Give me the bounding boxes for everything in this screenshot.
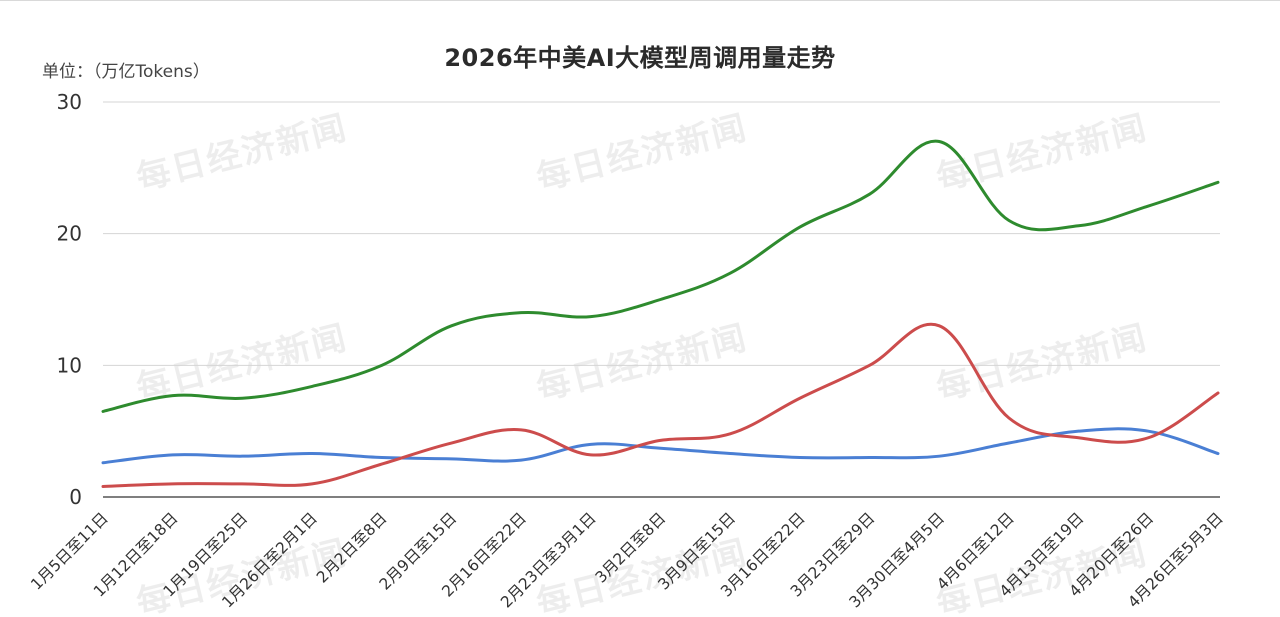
- series-line-blue: [101, 427, 1220, 465]
- y-tick-label: 20: [57, 222, 82, 246]
- watermark-text: 每日经济新闻: [533, 318, 752, 409]
- watermark-text: 每日经济新闻: [133, 108, 352, 199]
- series-line-green: [101, 139, 1220, 413]
- chart-title: 2026年中美AI大模型周调用量走势: [444, 44, 836, 72]
- watermark-text: 每日经济新闻: [933, 318, 1152, 409]
- y-tick-label: 10: [57, 353, 82, 377]
- watermark-text: 每日经济新闻: [933, 108, 1152, 199]
- series-line-red: [101, 322, 1220, 488]
- unit-label: 单位：（万亿Tokens）: [42, 62, 210, 82]
- top-border: [0, 0, 1280, 1]
- watermark-text: 每日经济新闻: [533, 108, 752, 199]
- y-tick-label: 30: [57, 90, 82, 114]
- y-tick-label: 0: [69, 485, 82, 509]
